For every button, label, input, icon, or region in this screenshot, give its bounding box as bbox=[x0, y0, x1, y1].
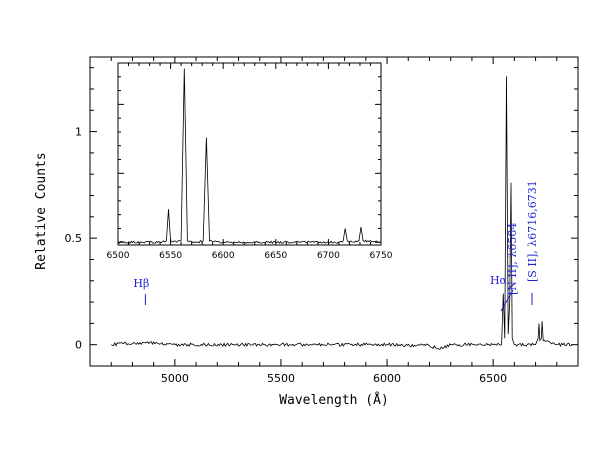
x-axis-title: Wavelength (Å) bbox=[279, 392, 389, 408]
inset-x-tick-label: 6700 bbox=[317, 251, 340, 261]
x-tick-label: 6000 bbox=[373, 372, 401, 385]
inset-x-tick-label: 6550 bbox=[159, 251, 182, 261]
annotation-nii-label: [N II], λ6584 bbox=[506, 223, 519, 295]
x-tick-label: 5000 bbox=[161, 372, 189, 385]
annotation-halpha-label: Hα bbox=[490, 274, 508, 287]
inset-x-tick-label: 6650 bbox=[264, 251, 287, 261]
inset-x-tick-label: 6600 bbox=[212, 251, 235, 261]
inset-x-tick-label: 6750 bbox=[370, 251, 393, 261]
y-tick-label: 0.5 bbox=[65, 232, 83, 245]
y-tick-label: 1 bbox=[75, 126, 82, 139]
main-plot-frame bbox=[89, 56, 579, 367]
inset-spectrum-line bbox=[117, 68, 382, 245]
annotation-sii-label: [S II], λ6716,6731 bbox=[526, 180, 539, 282]
annotation-nii-marker bbox=[500, 289, 514, 312]
y-tick-label: 0 bbox=[75, 339, 82, 352]
annotation-hbeta-label: Hβ bbox=[133, 277, 149, 290]
x-tick-label: 6500 bbox=[479, 372, 507, 385]
inset-x-tick-label: 6500 bbox=[107, 251, 130, 261]
x-tick-label: 5500 bbox=[267, 372, 295, 385]
main-spectrum-line bbox=[111, 76, 574, 350]
y-axis-title: Relative Counts bbox=[34, 152, 49, 269]
inset-plot-frame bbox=[117, 62, 382, 246]
